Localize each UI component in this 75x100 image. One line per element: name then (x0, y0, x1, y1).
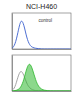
plot-area (12, 64, 71, 91)
axis-line (12, 14, 13, 50)
plot-area (12, 21, 71, 49)
axis-line (13, 49, 72, 50)
x-axis (13, 91, 72, 92)
plot-frame (12, 13, 71, 49)
axis-line (13, 91, 72, 92)
annotation: control (39, 18, 53, 23)
y-axis (12, 56, 13, 92)
histogram-trace (12, 64, 71, 91)
plot-frame (12, 55, 71, 91)
histogram-trace (12, 21, 71, 49)
y-axis (12, 14, 13, 50)
figure: NCI-H460 control (0, 0, 75, 100)
title: NCI-H460 (26, 3, 57, 10)
axis-line (12, 56, 13, 92)
x-axis (13, 49, 72, 50)
